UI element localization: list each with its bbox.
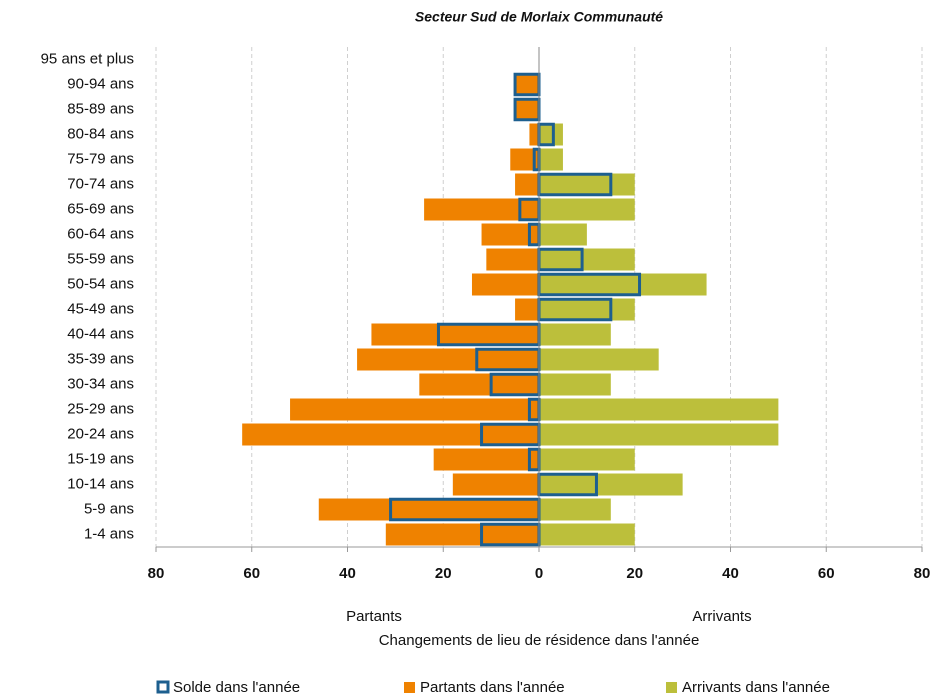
y-tick-label: 95 ans et plus	[41, 50, 134, 67]
bar	[357, 348, 539, 371]
x-tick-label: 0	[535, 565, 543, 582]
bar	[529, 123, 539, 146]
chart-title: Secteur Sud de Morlaix Communauté	[415, 9, 663, 25]
legend-label: Arrivants dans l'année	[682, 679, 830, 696]
y-tick-label: 60-64 ans	[67, 225, 134, 242]
bar	[539, 223, 587, 246]
x-tick-label: 80	[148, 565, 165, 582]
bar	[515, 173, 539, 196]
y-tick-label: 90-94 ans	[67, 75, 134, 92]
y-tick-label: 5-9 ans	[84, 500, 134, 517]
bar	[433, 448, 539, 471]
y-tick-label: 35-39 ans	[67, 350, 134, 367]
bar	[510, 148, 539, 171]
legend-swatch	[156, 680, 170, 694]
annotation: Partants	[346, 608, 402, 625]
x-tick-label: 40	[722, 565, 739, 582]
annotation: Arrivants	[692, 608, 751, 625]
y-tick-label: 1-4 ans	[84, 525, 134, 542]
y-tick-label: 45-49 ans	[67, 300, 134, 317]
bar	[371, 323, 539, 346]
bar	[486, 248, 539, 271]
bar	[539, 173, 635, 196]
y-tick-label: 50-54 ans	[67, 275, 134, 292]
bar	[539, 348, 659, 371]
legend-label: Solde dans l'année	[173, 679, 300, 696]
y-tick-label: 80-84 ans	[67, 125, 134, 142]
bar	[515, 73, 539, 96]
bar	[539, 248, 635, 271]
bar	[539, 473, 683, 496]
y-tick-label: 10-14 ans	[67, 475, 134, 492]
y-tick-label: 55-59 ans	[67, 250, 134, 267]
legend-swatch	[404, 682, 415, 693]
x-axis-label: Changements de lieu de résidence dans l'…	[379, 632, 700, 649]
bar	[539, 523, 635, 546]
x-tick-label: 80	[914, 565, 931, 582]
bar	[385, 523, 539, 546]
bar	[471, 273, 539, 296]
x-tick-label: 40	[339, 565, 356, 582]
bar	[539, 148, 563, 171]
bar	[515, 298, 539, 321]
y-tick-label: 65-69 ans	[67, 200, 134, 217]
bar	[515, 98, 539, 121]
y-tick-label: 15-19 ans	[67, 450, 134, 467]
bar	[539, 323, 611, 346]
bar	[539, 423, 779, 446]
bar	[539, 448, 635, 471]
bar	[481, 223, 539, 246]
bar	[539, 298, 635, 321]
x-tick-label: 20	[435, 565, 452, 582]
bar	[424, 198, 539, 221]
bar	[539, 198, 635, 221]
bar	[419, 373, 539, 396]
x-tick-label: 20	[626, 565, 643, 582]
x-tick-label: 60	[243, 565, 260, 582]
bar	[290, 398, 539, 421]
y-tick-label: 70-74 ans	[67, 175, 134, 192]
bar	[539, 123, 563, 146]
bar	[539, 498, 611, 521]
bar	[318, 498, 539, 521]
y-tick-label: 30-34 ans	[67, 375, 134, 392]
legend-swatch	[666, 682, 677, 693]
y-tick-label: 25-29 ans	[67, 400, 134, 417]
bar	[242, 423, 540, 446]
y-tick-label: 75-79 ans	[67, 150, 134, 167]
bar	[539, 273, 707, 296]
y-tick-label: 20-24 ans	[67, 425, 134, 442]
y-tick-label: 40-44 ans	[67, 325, 134, 342]
legend-label: Partants dans l'année	[420, 679, 565, 696]
x-tick-label: 60	[818, 565, 835, 582]
y-tick-label: 85-89 ans	[67, 100, 134, 117]
bar	[539, 398, 779, 421]
bar	[452, 473, 539, 496]
bar	[539, 373, 611, 396]
